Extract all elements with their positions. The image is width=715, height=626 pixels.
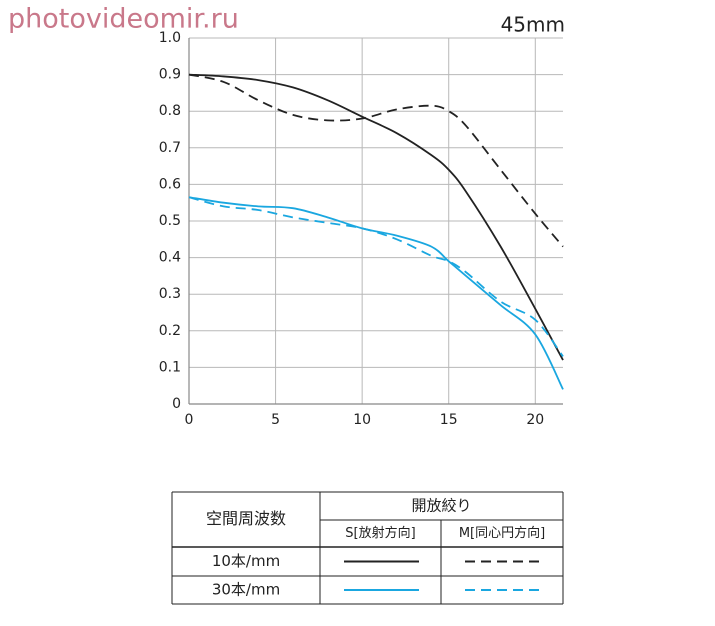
table-row-label: 10本/mm — [212, 552, 280, 570]
y-tick-label: 0.1 — [159, 359, 181, 375]
x-tick-label: 15 — [440, 412, 458, 428]
y-tick-label: 0.7 — [159, 140, 181, 156]
x-tick-label: 5 — [271, 412, 280, 428]
y-tick-label: 0.3 — [159, 286, 181, 302]
table-header: 開放絞り — [411, 497, 471, 515]
table-subheader: M[同心円方向] — [459, 525, 545, 541]
y-tick-label: 0.4 — [159, 250, 181, 266]
y-tick-label: 0.8 — [159, 103, 181, 119]
y-tick-label: 0.9 — [159, 67, 181, 83]
x-tick-label: 10 — [353, 412, 371, 428]
series-line — [188, 73, 564, 361]
table-header: 空間周波数 — [206, 509, 286, 528]
series-line — [188, 196, 564, 357]
x-tick-label: 20 — [526, 412, 544, 428]
y-tick-label: 0 — [172, 396, 181, 412]
y-tick-label: 0.5 — [159, 213, 181, 229]
x-tick-label: 0 — [185, 412, 194, 428]
chart-title: 45mm — [501, 13, 565, 37]
series-line — [188, 196, 564, 390]
watermark: photovideomir.ru — [8, 4, 239, 35]
y-tick-label: 0.6 — [159, 176, 181, 192]
y-tick-label: 1.0 — [159, 30, 181, 46]
series-line — [188, 73, 564, 248]
table-subheader: S[放射方向] — [345, 525, 415, 541]
y-tick-label: 0.2 — [159, 323, 181, 339]
table-row-label: 30本/mm — [212, 581, 280, 599]
